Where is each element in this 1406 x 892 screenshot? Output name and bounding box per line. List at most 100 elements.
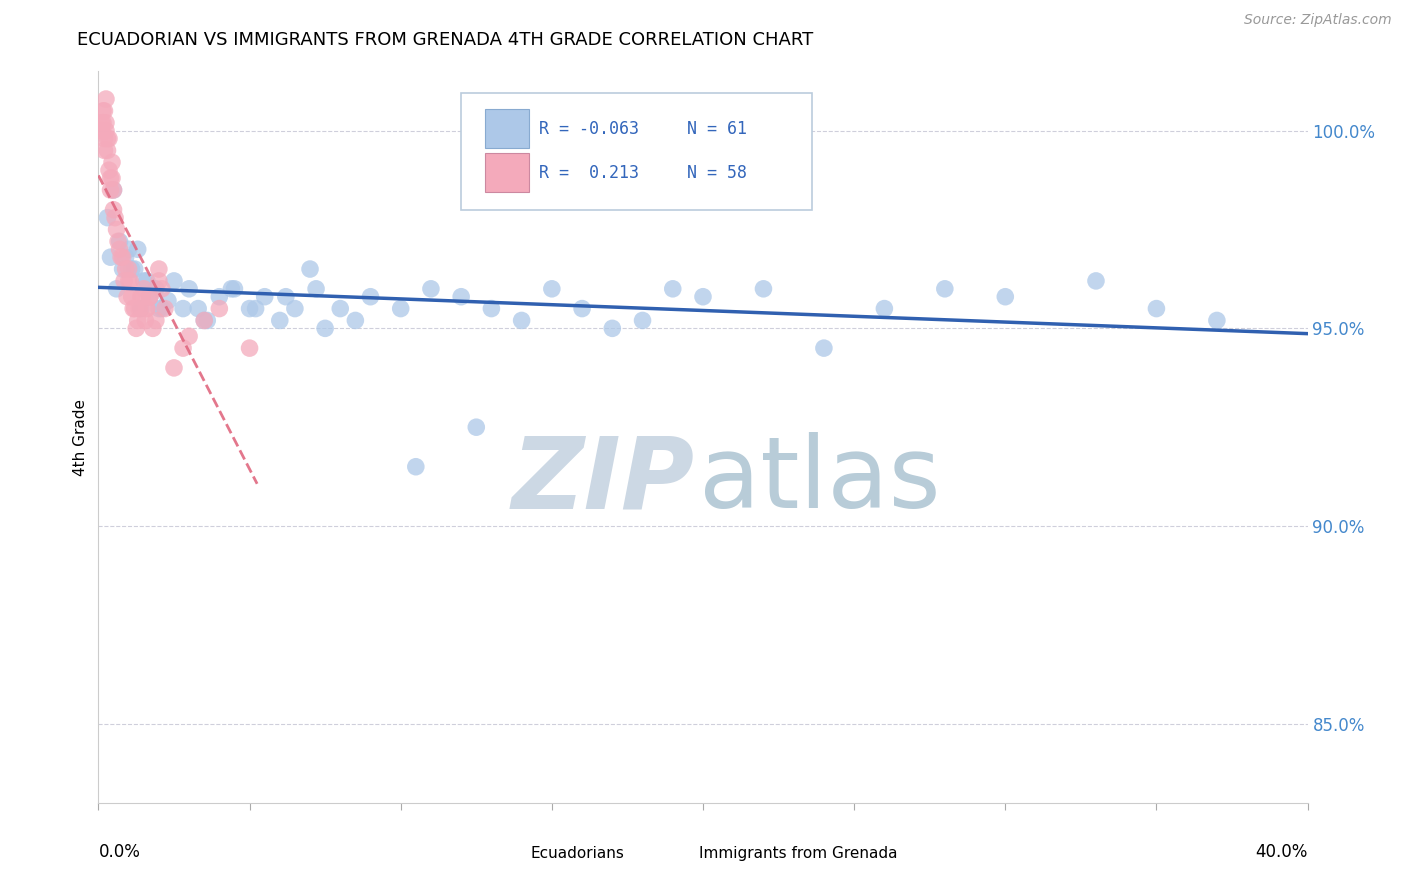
Point	[150, 301, 173, 316]
Point	[420, 282, 443, 296]
Point	[187, 301, 209, 316]
Point	[94, 116, 117, 130]
Point	[1206, 313, 1229, 327]
Point	[1085, 274, 1108, 288]
Point	[148, 262, 170, 277]
Point	[305, 282, 328, 296]
Point	[135, 301, 157, 316]
Point	[105, 222, 128, 236]
Point	[873, 301, 896, 316]
Point	[91, 116, 114, 130]
Point	[661, 282, 683, 296]
Point	[139, 290, 162, 304]
Point	[93, 103, 115, 118]
Point	[129, 301, 152, 316]
Point	[134, 313, 156, 327]
Point	[208, 301, 231, 316]
Point	[132, 282, 155, 296]
Point	[284, 301, 307, 316]
Point	[98, 163, 121, 178]
Point	[111, 262, 134, 277]
Point	[172, 341, 194, 355]
Point	[156, 293, 179, 308]
Point	[122, 301, 145, 316]
Point	[934, 282, 956, 296]
Point	[96, 144, 118, 158]
Point	[153, 301, 176, 316]
Point	[274, 290, 297, 304]
Point	[163, 274, 186, 288]
Point	[344, 313, 367, 327]
Point	[127, 242, 149, 256]
Point	[299, 262, 322, 277]
Point	[132, 274, 155, 288]
Point	[90, 116, 112, 130]
Point	[145, 313, 167, 327]
Point	[131, 290, 153, 304]
Point	[93, 144, 115, 158]
Point	[103, 202, 125, 217]
Y-axis label: 4th Grade: 4th Grade	[73, 399, 89, 475]
Point	[193, 313, 215, 327]
Point	[118, 262, 141, 277]
Point	[114, 250, 136, 264]
Point	[139, 290, 162, 304]
Point	[93, 131, 115, 145]
Point	[163, 360, 186, 375]
Point	[631, 313, 654, 327]
Point	[179, 282, 201, 296]
Point	[602, 321, 624, 335]
Point	[150, 282, 173, 296]
Point	[245, 301, 267, 316]
Text: N = 61: N = 61	[688, 120, 747, 138]
Point	[314, 321, 336, 335]
Point	[221, 282, 243, 296]
Point	[118, 274, 141, 288]
Point	[108, 242, 131, 256]
Point	[179, 329, 201, 343]
Point	[121, 290, 143, 304]
Point	[405, 459, 427, 474]
FancyBboxPatch shape	[461, 94, 811, 211]
Point	[104, 211, 127, 225]
FancyBboxPatch shape	[485, 110, 529, 148]
Text: ECUADORIAN VS IMMIGRANTS FROM GRENADA 4TH GRADE CORRELATION CHART: ECUADORIAN VS IMMIGRANTS FROM GRENADA 4T…	[77, 31, 814, 49]
Point	[94, 92, 117, 106]
Point	[148, 274, 170, 288]
Point	[752, 282, 775, 296]
Point	[239, 301, 262, 316]
Point	[96, 211, 118, 225]
Point	[224, 282, 246, 296]
Point	[269, 313, 291, 327]
Point	[195, 313, 218, 327]
Point	[90, 123, 112, 137]
Point	[1146, 301, 1168, 316]
Point	[125, 321, 148, 335]
Point	[96, 131, 118, 145]
FancyBboxPatch shape	[495, 840, 526, 866]
Point	[101, 155, 124, 169]
Point	[253, 290, 276, 304]
Point	[465, 420, 488, 434]
Point	[142, 321, 165, 335]
Point	[571, 301, 593, 316]
Point	[813, 341, 835, 355]
Text: Immigrants from Grenada: Immigrants from Grenada	[699, 846, 898, 861]
Point	[107, 235, 129, 249]
Point	[129, 290, 152, 304]
Point	[98, 131, 121, 145]
Point	[124, 262, 146, 277]
Point	[994, 290, 1017, 304]
Point	[540, 282, 562, 296]
Point	[100, 171, 122, 186]
Point	[360, 290, 382, 304]
Point	[112, 274, 135, 288]
Point	[118, 242, 141, 256]
Text: N = 58: N = 58	[688, 164, 747, 182]
Point	[103, 183, 125, 197]
Point	[124, 301, 146, 316]
FancyBboxPatch shape	[485, 153, 529, 192]
Point	[148, 301, 170, 316]
Point	[127, 313, 149, 327]
Point	[135, 301, 157, 316]
